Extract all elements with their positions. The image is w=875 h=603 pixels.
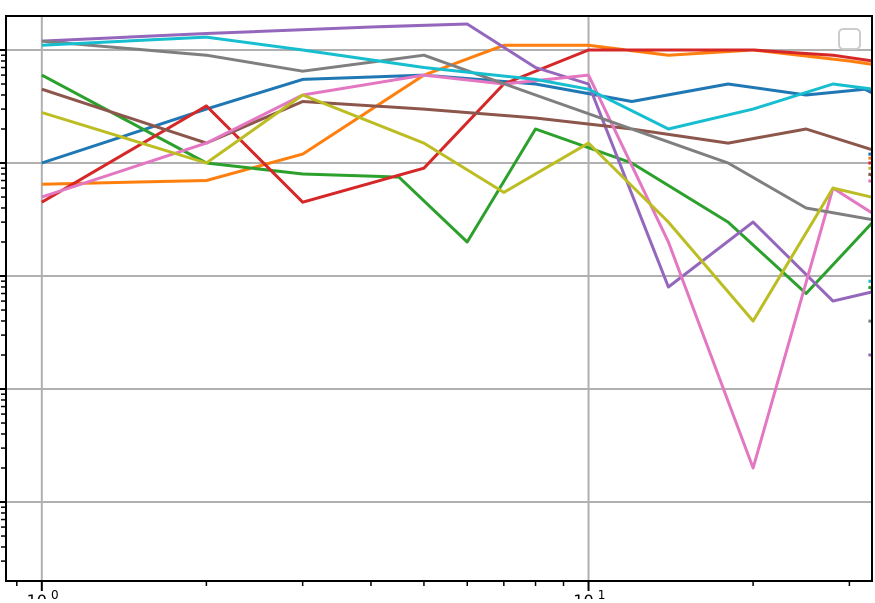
- axis-layer: 100101102: [0, 15, 873, 603]
- axes-frame: [5, 15, 873, 582]
- series-layer: [41, 22, 872, 470]
- series-line-6: [41, 73, 872, 470]
- grid-layer: [6, 16, 872, 581]
- legend-layer: [838, 28, 861, 50]
- series-line-7: [41, 39, 872, 323]
- legend-box: [838, 28, 861, 50]
- series-line-2: [41, 73, 872, 295]
- x-tick-exponent-1: 1: [598, 588, 606, 599]
- x-tick-label-0: 10: [27, 591, 47, 599]
- series-line-1: [41, 43, 872, 186]
- series-line-4: [41, 22, 872, 357]
- series-line-0: [41, 73, 872, 165]
- series-line-9: [41, 35, 872, 283]
- series-line-5: [41, 87, 872, 177]
- x-tick-label-1: 10: [573, 591, 593, 599]
- series-line-3: [41, 48, 872, 204]
- series-line-8: [41, 93, 872, 323]
- x-tick-exponent-0: 0: [51, 588, 59, 599]
